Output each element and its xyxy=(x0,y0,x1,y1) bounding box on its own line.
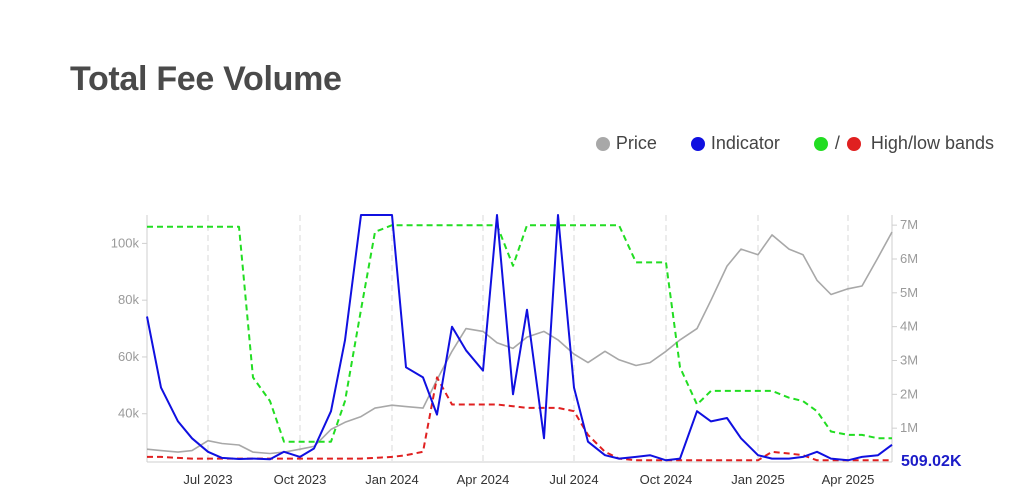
x-tick-jul-2024: Jul 2024 xyxy=(549,472,598,487)
legend-label-indicator: Indicator xyxy=(710,133,780,153)
series-line-indicator xyxy=(146,214,893,462)
x-tick-jul-2023: Jul 2023 xyxy=(183,472,232,487)
series-line-price xyxy=(146,231,893,455)
series-line-low-band xyxy=(147,376,892,462)
legend-label-price: Price xyxy=(615,133,657,153)
chart-legend: Price Indicator / High/low bands xyxy=(595,133,994,154)
x-tick-apr-2024: Apr 2024 xyxy=(457,472,510,487)
legend-item-indicator[interactable]: Indicator xyxy=(690,133,780,154)
low-band-dot-icon xyxy=(846,136,861,151)
high-band-dot-icon xyxy=(813,136,828,151)
indicator-dot-icon xyxy=(690,136,705,151)
y-left-tick-60k: 60k xyxy=(118,349,139,364)
y-right-tick-1m: 1M xyxy=(900,420,918,435)
y-left-tick-80k: 80k xyxy=(118,292,139,307)
price-dot-icon xyxy=(595,136,610,151)
legend-item-bands[interactable]: / High/low bands xyxy=(813,133,994,154)
y-right-tick-7m: 7M xyxy=(900,217,918,232)
legend-item-price[interactable]: Price xyxy=(595,133,657,154)
y-right-tick-4m: 4M xyxy=(900,319,918,334)
last-value-label: 509.02K xyxy=(901,453,962,470)
y-right-tick-6m: 6M xyxy=(900,251,918,266)
legend-label-bands: High/low bands xyxy=(870,133,994,153)
series-line-high-band xyxy=(147,224,892,443)
y-left-tick-100k: 100k xyxy=(111,235,140,250)
chart-title: Total Fee Volume xyxy=(70,60,342,98)
y-right-tick-5m: 5M xyxy=(900,285,918,300)
x-tick-jan-2025: Jan 2025 xyxy=(731,472,785,487)
x-tick-oct-2024: Oct 2024 xyxy=(640,472,693,487)
y-left-tick-40k: 40k xyxy=(118,406,139,421)
x-tick-jan-2024: Jan 2024 xyxy=(365,472,419,487)
y-right-tick-3m: 3M xyxy=(900,352,918,367)
x-tick-apr-2025: Apr 2025 xyxy=(822,472,875,487)
legend-separator: / xyxy=(834,133,840,153)
y-right-tick-2m: 2M xyxy=(900,386,918,401)
x-tick-oct-2023: Oct 2023 xyxy=(274,472,327,487)
